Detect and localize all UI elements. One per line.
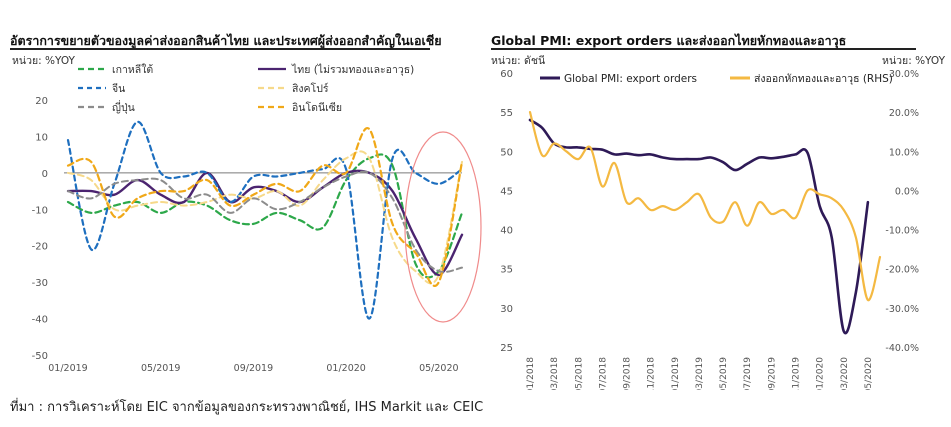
right-series-line: [528, 111, 882, 302]
right-y-tick-left: 60: [500, 69, 513, 80]
right-y-tick-left: 30: [500, 304, 513, 315]
left-x-tick: 01/2019: [48, 363, 87, 374]
right-y-tick-right: 30.0%: [889, 69, 919, 80]
left-y-tick: -50: [32, 351, 48, 362]
left-chart-title: อัตราการขยายตัวของมูลค่าส่งออกสินค้าไทย …: [10, 33, 442, 48]
left-y-tick: -40: [32, 315, 48, 326]
left-legend-label: จีน: [112, 82, 125, 95]
left-y-tick: 0: [42, 169, 48, 180]
right-y-tick-left: 55: [500, 108, 513, 119]
right-y-tick-right: 0.0%: [895, 186, 919, 197]
right-title-rule: [491, 48, 916, 50]
right-x-tick: 01/2020: [816, 357, 826, 390]
right-x-tick: 01/2019: [671, 357, 681, 390]
left-legend-label: สิงคโปร์: [292, 82, 329, 95]
left-legend-label: เกาหลีใต้: [112, 63, 153, 76]
right-x-tick: 01/2018: [526, 357, 536, 390]
left-title-rule: [10, 48, 430, 50]
right-series-line: [528, 118, 870, 335]
left-y-tick: 20: [35, 96, 48, 107]
left-x-tick: 05/2019: [141, 363, 180, 374]
right-x-tick: 07/2018: [598, 357, 608, 390]
right-y-tick-right: 10.0%: [889, 147, 919, 158]
right-y-tick-left: 25: [500, 343, 513, 354]
right-line-chart: หน่วย: ดัชนี หน่วย: %YOY 60 55 50 45 40 35 30 25 3…: [491, 54, 946, 390]
left-y-tick: -10: [32, 205, 48, 216]
right-x-tick: 11/2018: [647, 357, 657, 390]
right-y-tick-right: -10.0%: [885, 226, 919, 237]
left-y-tick: -20: [32, 242, 48, 253]
highlight-ellipse: [404, 131, 482, 323]
right-y-tick-right: -20.0%: [885, 265, 919, 276]
source-note: ที่มา : การวิเคราะห์โดย EIC จากข้อมูลของ…: [10, 400, 484, 415]
left-unit-label: หน่วย: %YOY: [12, 55, 76, 67]
left-series-line: [67, 170, 463, 273]
right-x-tick: 09/2018: [623, 357, 633, 390]
right-legend-label: Global PMI: export orders: [564, 73, 697, 85]
right-y-tick-right: -40.0%: [885, 343, 919, 354]
right-x-tick: 07/2019: [743, 357, 753, 390]
right-legend-label: ส่งออกหักทองและอาวุธ (RHS): [754, 73, 893, 85]
right-x-tick: 05/2019: [719, 357, 729, 390]
right-x-tick: 05/2018: [574, 357, 584, 390]
left-y-tick: 10: [35, 132, 48, 143]
right-x-tick: 09/2019: [767, 357, 777, 390]
right-y-tick-left: 40: [500, 226, 513, 237]
right-chart-title: Global PMI: export orders และส่งออกไทยหั…: [491, 33, 847, 48]
left-legend-label: อินโดนีเซีย: [292, 101, 342, 114]
left-series-line: [66, 127, 464, 287]
right-y-tick-left: 50: [500, 147, 513, 158]
left-series-line: [66, 153, 464, 279]
left-series-line: [66, 120, 464, 320]
right-y-tick-left: 45: [500, 186, 513, 197]
left-series-line: [67, 150, 463, 285]
left-legend-label: ไทย (ไม่รวมทองและอาวุธ): [291, 63, 414, 76]
right-x-tick: 03/2020: [840, 357, 850, 390]
right-y-tick-right: -30.0%: [885, 304, 919, 315]
right-y-tick-right: 20.0%: [889, 108, 919, 119]
right-unit-left: หน่วย: ดัชนี: [491, 54, 545, 67]
left-x-tick: 01/2020: [326, 363, 365, 374]
right-y-tick-left: 35: [500, 265, 513, 276]
right-x-tick: 05/2020: [864, 357, 874, 390]
left-legend-label: ญี่ปุ่น: [112, 100, 135, 114]
right-x-tick: 03/2018: [550, 357, 560, 390]
right-x-tick: 03/2019: [695, 357, 705, 390]
left-y-tick: -30: [32, 278, 48, 289]
left-x-tick: 05/2020: [419, 363, 458, 374]
right-unit-right: หน่วย: %YOY: [882, 55, 946, 67]
right-x-tick: 11/2019: [792, 357, 802, 390]
left-x-tick: 09/2019: [234, 363, 273, 374]
